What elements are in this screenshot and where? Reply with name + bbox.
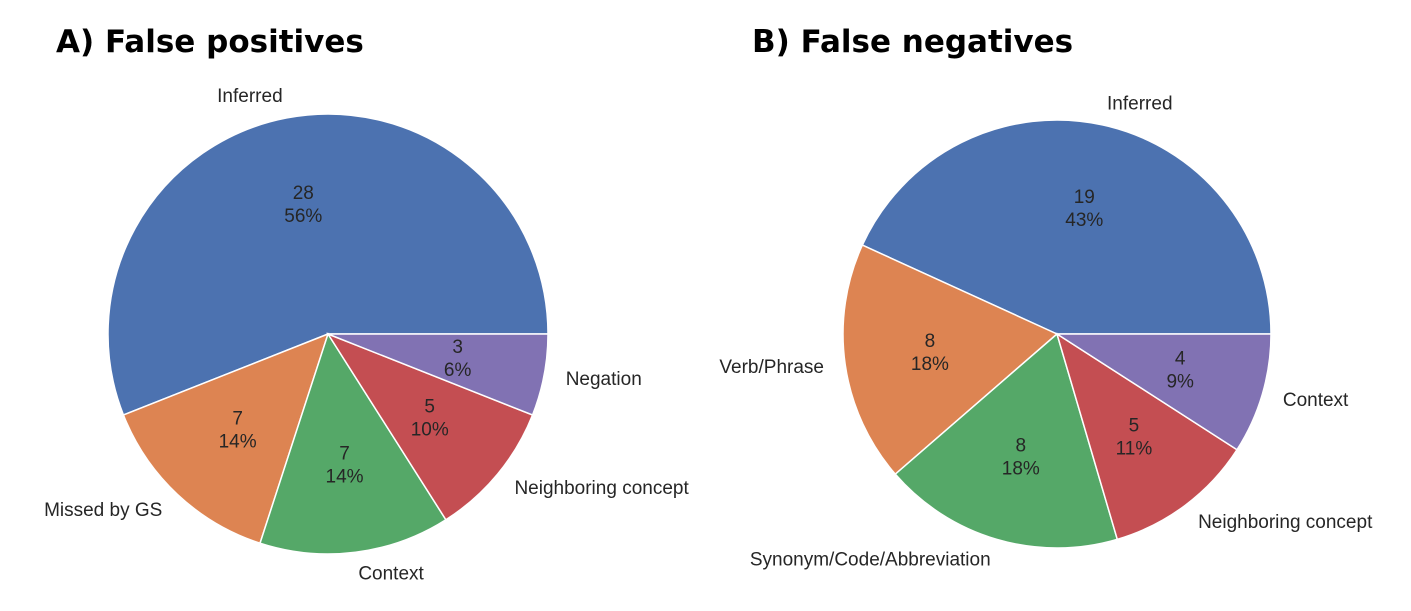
chart-b-value-context: 4	[1175, 349, 1186, 370]
chart-b-slice-inferred	[861, 119, 1272, 335]
chart-a-value-inferred: 28	[293, 183, 314, 204]
chart-b-slice-verb-phrase	[842, 244, 1059, 476]
chart-a-label-missed-by-gs: Missed by GS	[44, 500, 162, 521]
chart-b-slice-neighboring-concept	[1055, 332, 1239, 541]
chart-b-value-verb-phrase: 8	[925, 331, 936, 352]
chart-b-percent-synonym-code-abbreviation: 18%	[1002, 459, 1040, 480]
chart-b-percent-context: 9%	[1166, 372, 1194, 393]
chart-b-percent-neighboring-concept: 11%	[1116, 438, 1153, 459]
chart-a-value-neighboring-concept: 5	[424, 397, 435, 418]
chart-b-percent-inferred: 43%	[1065, 210, 1103, 231]
chart-b-label-inferred: Inferred	[1107, 93, 1172, 114]
chart-b-label-verb-phrase: Verb/Phrase	[719, 357, 824, 378]
chart-b-value-neighboring-concept: 5	[1129, 415, 1140, 436]
chart-a-title: A) False positives	[56, 24, 364, 60]
chart-a-label-inferred: Inferred	[217, 86, 282, 107]
chart-a-slice-negation	[327, 333, 549, 416]
chart-a-value-missed-by-gs: 7	[232, 409, 243, 430]
chart-a-label-negation: Negation	[566, 369, 642, 390]
chart-b-label-neighboring-concept: Neighboring concept	[1198, 512, 1373, 533]
chart-a-slice-inferred	[107, 113, 549, 416]
chart-a-percent-neighboring-concept: 10%	[411, 420, 449, 441]
chart-a-percent-negation: 6%	[444, 360, 472, 381]
chart-b-percent-verb-phrase: 18%	[911, 354, 949, 375]
chart-b-label-context: Context	[1283, 390, 1349, 411]
chart-a-percent-inferred: 56%	[284, 206, 322, 227]
chart-b-slice-context	[1054, 333, 1272, 451]
chart-a-slice-context	[259, 332, 447, 555]
chart-a-value-negation: 3	[452, 337, 463, 358]
chart-b-slice-synonym-code-abbreviation	[894, 332, 1119, 549]
chart-a-value-context: 7	[339, 443, 350, 464]
chart-a-label-neighboring-concept: Neighboring concept	[514, 478, 689, 499]
chart-a-label-context: Context	[358, 564, 424, 585]
chart-a-percent-missed-by-gs: 14%	[219, 432, 257, 453]
chart-b-value-synonym-code-abbreviation: 8	[1016, 436, 1027, 457]
chart-b-value-inferred: 19	[1074, 187, 1095, 208]
chart-b-title: B) False negatives	[752, 24, 1074, 60]
chart-a-percent-context: 14%	[326, 466, 364, 487]
chart-a-slice-neighboring-concept	[326, 332, 534, 521]
chart-b-label-synonym-code-abbreviation: Synonym/Code/Abbreviation	[750, 549, 991, 570]
